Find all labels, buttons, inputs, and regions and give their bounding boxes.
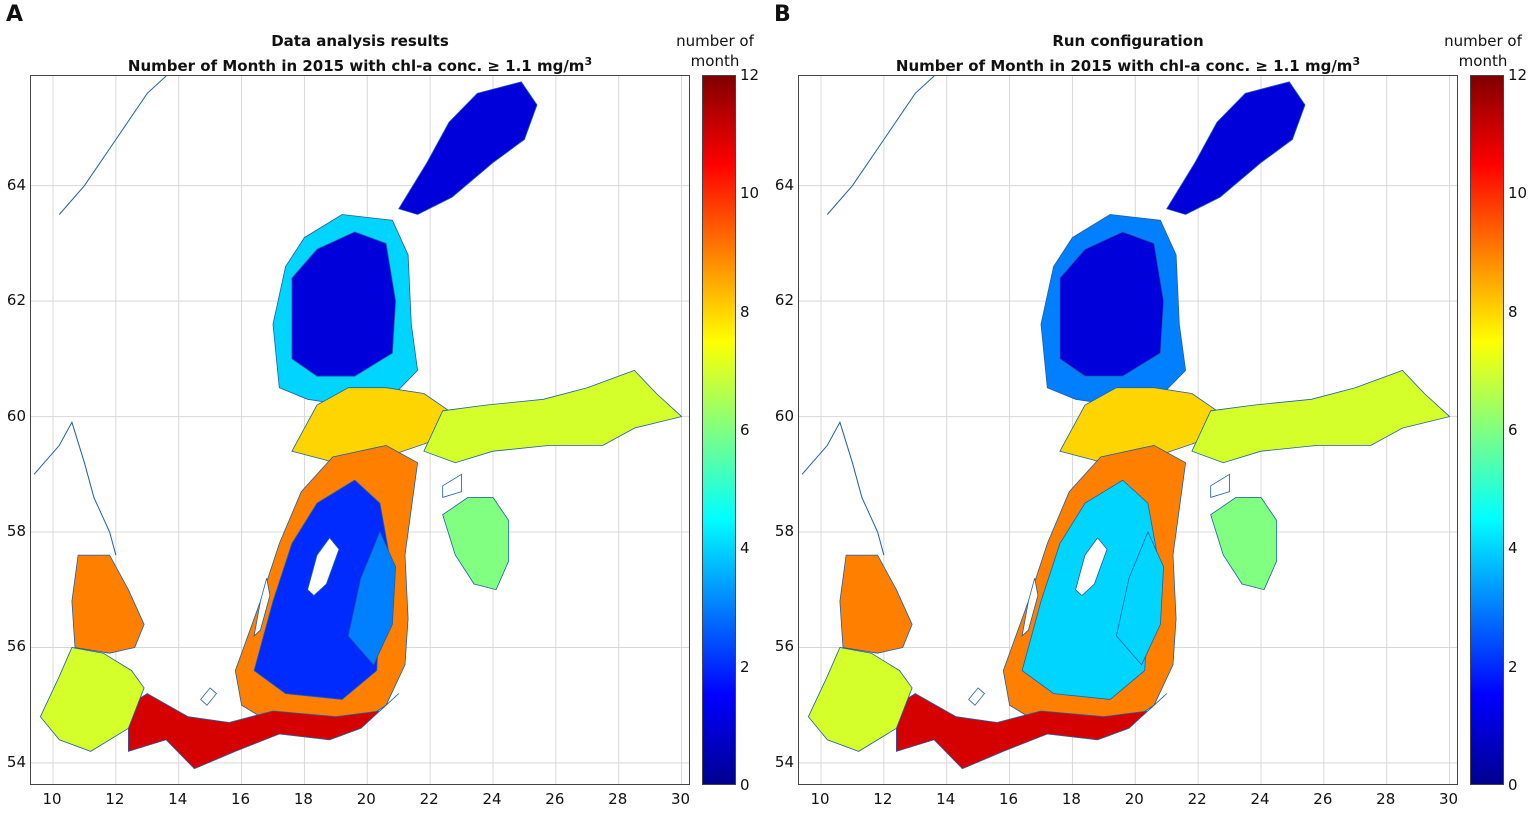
x-tick-label: 28	[608, 790, 628, 808]
x-tick-label: 30	[1439, 790, 1459, 808]
x-tick-label: 22	[1187, 790, 1207, 808]
coastline	[33, 421, 117, 556]
x-tick-label: 20	[1124, 790, 1144, 808]
y-tick-label: 56	[6, 637, 26, 656]
x-tick-label: 16	[231, 790, 251, 808]
x-tick-label: 18	[293, 790, 313, 808]
map-plot-area	[798, 75, 1458, 785]
colorbar-tick-label: 8	[1508, 302, 1518, 321]
region-danish-straits	[39, 647, 145, 752]
island	[968, 687, 985, 706]
colorbar-tick-label: 10	[740, 184, 760, 203]
island	[1075, 537, 1108, 597]
colorbar-tick-label: 2	[740, 657, 750, 676]
region-baltic-proper-east	[1115, 530, 1165, 666]
y-tick-label: 54	[774, 752, 794, 771]
x-tick-label: 14	[936, 790, 956, 808]
region-bothnian-bay	[398, 81, 538, 215]
x-tick-label: 16	[999, 790, 1019, 808]
region-gulf-of-riga	[1210, 496, 1278, 591]
colorbar-tick-label: 4	[1508, 539, 1518, 558]
y-tick-label: 62	[6, 291, 26, 310]
island	[1021, 578, 1039, 638]
y-tick-label: 64	[774, 175, 794, 194]
island	[307, 537, 340, 597]
colorbar	[702, 75, 736, 785]
island	[442, 473, 463, 498]
map-panel-b: B Run configuration Number of Month in 2…	[768, 0, 1535, 814]
colorbar-tick-label: 4	[740, 539, 750, 558]
colorbar-tick-label: 2	[1508, 657, 1518, 676]
colorbar-tick-label: 10	[1508, 184, 1528, 203]
y-tick-label: 58	[774, 522, 794, 541]
region-bothnian-bay	[1166, 81, 1306, 215]
y-tick-label: 60	[6, 406, 26, 425]
y-tick-label: 58	[6, 522, 26, 541]
panel-letter: B	[774, 2, 791, 27]
island	[200, 687, 217, 706]
region-danish-straits	[807, 647, 913, 752]
colorbar-tick-label: 8	[740, 302, 750, 321]
region-bothnian-sea	[1059, 231, 1165, 377]
coastline	[801, 421, 885, 556]
colorbar-tick-label: 6	[740, 421, 750, 439]
colorbar-label: number of	[1444, 32, 1522, 50]
x-tick-label: 24	[482, 790, 502, 808]
x-tick-label: 26	[1313, 790, 1333, 808]
region-southern-coast	[896, 693, 1167, 770]
x-tick-label: 22	[419, 790, 439, 808]
y-tick-label: 60	[774, 406, 794, 425]
coastline	[826, 76, 935, 215]
map-subtitle: Number of Month in 2015 with chl-a conc.…	[127, 55, 593, 75]
x-tick-label: 12	[105, 790, 125, 808]
baltic-sea-map	[799, 76, 1457, 784]
colorbar-label-unit: month	[1458, 52, 1508, 70]
y-tick-label: 64	[6, 175, 26, 194]
baltic-sea-map	[31, 76, 689, 784]
x-tick-label: 10	[42, 790, 62, 808]
map-title: Run configuration	[1052, 32, 1204, 50]
map-plot-area	[30, 75, 690, 785]
x-tick-label: 12	[873, 790, 893, 808]
x-tick-label: 20	[356, 790, 376, 808]
map-panel-a: A Data analysis results Number of Month …	[0, 0, 767, 814]
colorbar-tick-label: 0	[1508, 776, 1518, 794]
y-tick-label: 62	[774, 291, 794, 310]
region-bothnian-sea	[291, 231, 397, 377]
x-tick-label: 28	[1376, 790, 1396, 808]
region-kattegat	[71, 554, 145, 654]
colorbar-label-unit: month	[690, 52, 740, 70]
map-subtitle: Number of Month in 2015 with chl-a conc.…	[895, 55, 1361, 75]
colorbar	[1470, 75, 1504, 785]
x-tick-label: 30	[671, 790, 691, 808]
map-title: Data analysis results	[271, 32, 449, 50]
colorbar-label: number of	[676, 32, 754, 50]
x-tick-label: 24	[1250, 790, 1270, 808]
island	[253, 578, 271, 638]
region-southern-coast	[128, 693, 399, 770]
region-gulf-of-finland	[423, 369, 683, 464]
y-tick-label: 54	[6, 752, 26, 771]
island	[1210, 473, 1231, 498]
colorbar-tick-label: 0	[740, 776, 750, 794]
region-gulf-of-riga	[442, 496, 510, 591]
coastline	[58, 76, 167, 215]
x-tick-label: 18	[1061, 790, 1081, 808]
colorbar-tick-label: 12	[1508, 66, 1528, 84]
x-tick-label: 10	[810, 790, 830, 808]
x-tick-label: 26	[545, 790, 565, 808]
region-baltic-proper-east	[347, 530, 397, 666]
region-kattegat	[839, 554, 913, 654]
colorbar-tick-label: 6	[1508, 421, 1518, 439]
colorbar-tick-label: 12	[740, 66, 760, 84]
y-tick-label: 56	[774, 637, 794, 656]
x-tick-label: 14	[168, 790, 188, 808]
panel-letter: A	[6, 2, 24, 27]
region-gulf-of-finland	[1191, 369, 1451, 464]
